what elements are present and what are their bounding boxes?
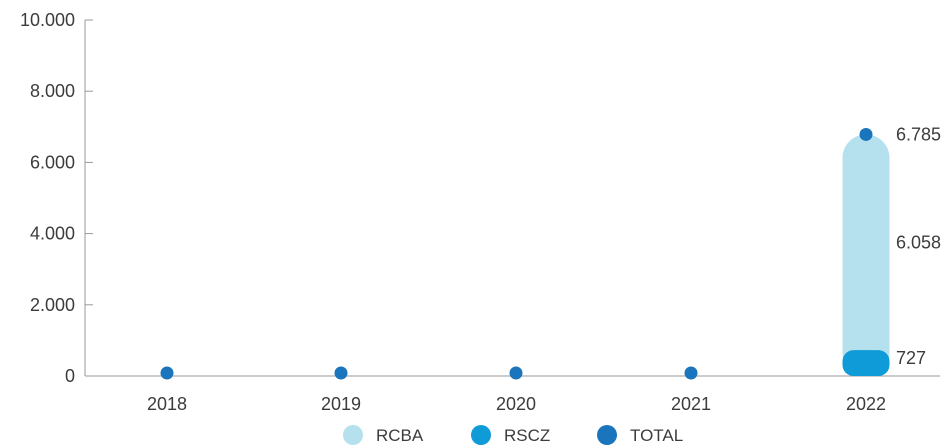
- total-point: [509, 366, 523, 380]
- x-tick-label: 2022: [846, 394, 886, 414]
- bar-rcba: [842, 134, 890, 376]
- total-data-label: 6.785: [896, 124, 941, 144]
- total-point: [160, 366, 174, 380]
- total-point: [859, 127, 873, 141]
- y-tick-label: 6.000: [30, 152, 75, 172]
- rcba-data-label: 6.058: [896, 232, 941, 252]
- bar-rscz: [842, 350, 890, 376]
- x-tick-label: 2020: [496, 394, 536, 414]
- x-axis: 2018 2019 2020 2021 2022: [85, 375, 940, 414]
- rscz-data-label: 727: [896, 348, 926, 368]
- legend-label-rcba: RCBA: [376, 426, 424, 445]
- y-axis: 0 2.000 4.000 6.000 8.000 10.000: [20, 10, 93, 386]
- x-tick-label: 2021: [671, 394, 711, 414]
- y-tick-label: 4.000: [30, 224, 75, 244]
- legend: RCBA RSCZ TOTAL: [343, 425, 683, 445]
- total-point: [334, 366, 348, 380]
- legend-label-total: TOTAL: [630, 426, 683, 445]
- data-labels: 6.785 6.058 727: [896, 124, 941, 368]
- x-tick-label: 2018: [147, 394, 187, 414]
- y-tick-label: 8.000: [30, 81, 75, 101]
- total-point: [684, 366, 698, 380]
- y-tick-label: 0: [65, 366, 75, 386]
- y-tick-label: 2.000: [30, 295, 75, 315]
- legend-swatch-rcba: [343, 425, 363, 445]
- bars: [842, 134, 890, 376]
- legend-swatch-rscz: [471, 425, 491, 445]
- legend-label-rscz: RSCZ: [504, 426, 550, 445]
- legend-swatch-total: [597, 425, 617, 445]
- x-tick-label: 2019: [321, 394, 361, 414]
- y-tick-label: 10.000: [20, 10, 75, 30]
- total-markers: [160, 127, 873, 380]
